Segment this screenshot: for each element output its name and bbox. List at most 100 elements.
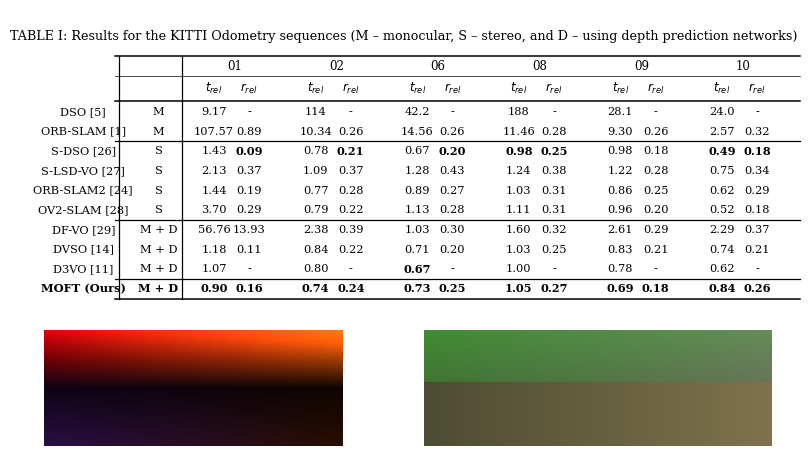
Text: 0.86: 0.86 bbox=[608, 186, 633, 196]
Text: 28.1: 28.1 bbox=[608, 107, 633, 117]
Text: -: - bbox=[450, 107, 454, 117]
Text: 0.26: 0.26 bbox=[440, 126, 465, 136]
Text: 1.44: 1.44 bbox=[201, 186, 227, 196]
Text: 0.67: 0.67 bbox=[405, 146, 430, 156]
Text: 188: 188 bbox=[508, 107, 530, 117]
Text: 0.83: 0.83 bbox=[608, 244, 633, 254]
Text: 0.29: 0.29 bbox=[643, 225, 668, 235]
Text: D3VO [11]: D3VO [11] bbox=[53, 264, 113, 274]
Text: -: - bbox=[247, 107, 251, 117]
Text: S: S bbox=[154, 146, 162, 156]
Text: 0.74: 0.74 bbox=[709, 244, 734, 254]
Text: 2.38: 2.38 bbox=[303, 225, 328, 235]
Text: -: - bbox=[552, 107, 556, 117]
Text: 0.31: 0.31 bbox=[541, 186, 566, 196]
Text: 1.43: 1.43 bbox=[201, 146, 227, 156]
Text: 0.39: 0.39 bbox=[338, 225, 364, 235]
Text: 0.67: 0.67 bbox=[403, 264, 431, 275]
Text: 1.28: 1.28 bbox=[405, 166, 430, 176]
Text: TABLE I: Results for the KITTI Odometry sequences (M – monocular, S – stereo, an: TABLE I: Results for the KITTI Odometry … bbox=[11, 30, 797, 43]
Text: ORB-SLAM2 [24]: ORB-SLAM2 [24] bbox=[33, 186, 133, 196]
Text: 02: 02 bbox=[329, 61, 344, 73]
Text: M + D: M + D bbox=[138, 283, 179, 294]
Text: M + D: M + D bbox=[140, 264, 177, 274]
Text: 9.17: 9.17 bbox=[201, 107, 227, 117]
Text: 11.46: 11.46 bbox=[503, 126, 535, 136]
Text: -: - bbox=[755, 264, 760, 274]
Text: M: M bbox=[153, 126, 164, 136]
Text: 0.73: 0.73 bbox=[403, 283, 431, 294]
Text: DF-VO [29]: DF-VO [29] bbox=[52, 225, 115, 235]
Text: 0.31: 0.31 bbox=[541, 205, 566, 215]
Text: 0.90: 0.90 bbox=[200, 283, 228, 294]
Text: 0.20: 0.20 bbox=[440, 244, 465, 254]
Text: 0.89: 0.89 bbox=[405, 186, 430, 196]
Text: 0.78: 0.78 bbox=[608, 264, 633, 274]
Text: 0.25: 0.25 bbox=[541, 146, 568, 157]
Text: 56.76: 56.76 bbox=[198, 225, 230, 235]
Text: 0.98: 0.98 bbox=[505, 146, 532, 157]
Text: 9.30: 9.30 bbox=[608, 126, 633, 136]
Text: 0.98: 0.98 bbox=[608, 146, 633, 156]
Text: S: S bbox=[154, 186, 162, 196]
Text: 0.28: 0.28 bbox=[643, 166, 668, 176]
Text: 1.13: 1.13 bbox=[405, 205, 430, 215]
Text: 1.22: 1.22 bbox=[608, 166, 633, 176]
Text: 0.18: 0.18 bbox=[643, 146, 668, 156]
Text: 0.75: 0.75 bbox=[709, 166, 734, 176]
Text: 0.27: 0.27 bbox=[541, 283, 568, 294]
Text: 0.71: 0.71 bbox=[405, 244, 430, 254]
Text: -: - bbox=[755, 107, 760, 117]
Text: 3.70: 3.70 bbox=[201, 205, 227, 215]
Text: 09: 09 bbox=[634, 61, 649, 73]
Text: 1.03: 1.03 bbox=[405, 225, 430, 235]
Text: 1.05: 1.05 bbox=[505, 283, 532, 294]
Text: 0.77: 0.77 bbox=[303, 186, 328, 196]
Text: 1.60: 1.60 bbox=[506, 225, 532, 235]
Text: -: - bbox=[247, 264, 251, 274]
Text: 0.26: 0.26 bbox=[743, 283, 771, 294]
Text: 0.78: 0.78 bbox=[303, 146, 328, 156]
Text: 0.30: 0.30 bbox=[440, 225, 465, 235]
Text: 0.52: 0.52 bbox=[709, 205, 734, 215]
Text: $r_{rel}$: $r_{rel}$ bbox=[647, 82, 664, 96]
Text: 13.93: 13.93 bbox=[233, 225, 266, 235]
Text: 2.29: 2.29 bbox=[709, 225, 734, 235]
Text: 0.37: 0.37 bbox=[744, 225, 770, 235]
Text: 0.25: 0.25 bbox=[643, 186, 668, 196]
Text: 0.18: 0.18 bbox=[744, 205, 770, 215]
Text: 0.26: 0.26 bbox=[338, 126, 364, 136]
Text: 2.13: 2.13 bbox=[201, 166, 227, 176]
Text: MOFT (Ours): MOFT (Ours) bbox=[41, 283, 126, 294]
Text: 0.19: 0.19 bbox=[237, 186, 262, 196]
Text: 14.56: 14.56 bbox=[401, 126, 434, 136]
Text: 1.18: 1.18 bbox=[201, 244, 227, 254]
Text: ORB-SLAM [1]: ORB-SLAM [1] bbox=[40, 126, 126, 136]
Text: 0.21: 0.21 bbox=[744, 244, 770, 254]
Text: 0.20: 0.20 bbox=[439, 146, 466, 157]
Text: 1.00: 1.00 bbox=[506, 264, 532, 274]
Text: -: - bbox=[552, 264, 556, 274]
Text: -: - bbox=[654, 107, 658, 117]
Text: 08: 08 bbox=[532, 61, 547, 73]
Text: 0.27: 0.27 bbox=[440, 186, 465, 196]
Text: 107.57: 107.57 bbox=[194, 126, 234, 136]
Text: 1.09: 1.09 bbox=[303, 166, 328, 176]
Text: 0.29: 0.29 bbox=[744, 186, 770, 196]
Text: $r_{rel}$: $r_{rel}$ bbox=[444, 82, 461, 96]
Text: S-DSO [26]: S-DSO [26] bbox=[51, 146, 116, 156]
Text: $t_{rel}$: $t_{rel}$ bbox=[409, 81, 426, 96]
Text: 0.69: 0.69 bbox=[607, 283, 634, 294]
Text: 42.2: 42.2 bbox=[405, 107, 430, 117]
Text: 0.22: 0.22 bbox=[338, 205, 364, 215]
Text: 1.03: 1.03 bbox=[506, 244, 532, 254]
Text: $r_{rel}$: $r_{rel}$ bbox=[545, 82, 562, 96]
Text: 114: 114 bbox=[305, 107, 326, 117]
Text: S-LSD-VO [27]: S-LSD-VO [27] bbox=[41, 166, 125, 176]
Text: 0.09: 0.09 bbox=[235, 146, 263, 157]
Text: 0.32: 0.32 bbox=[541, 225, 566, 235]
Text: M + D: M + D bbox=[140, 244, 177, 254]
Text: 0.24: 0.24 bbox=[337, 283, 364, 294]
Text: 0.38: 0.38 bbox=[541, 166, 566, 176]
Text: 0.28: 0.28 bbox=[541, 126, 566, 136]
